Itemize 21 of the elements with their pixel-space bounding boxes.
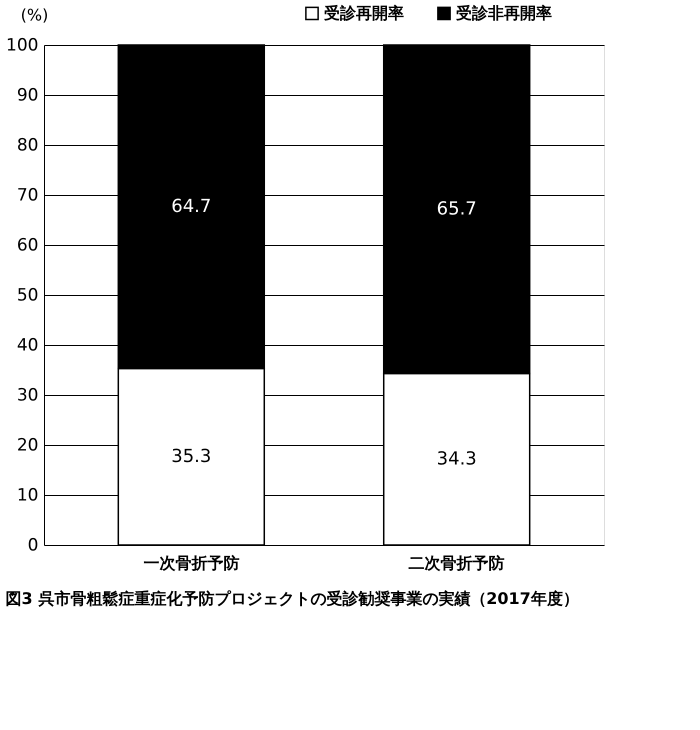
y-tick-label: 20 (16, 436, 38, 456)
y-tick-label: 70 (16, 186, 38, 206)
y-tick-label: 0 (28, 536, 38, 556)
data-label: 35.3 (171, 446, 212, 467)
y-tick-label: 100 (6, 36, 38, 56)
y-tick-label: 10 (16, 486, 38, 506)
data-label: 34.3 (436, 448, 477, 470)
y-tick-label: 60 (16, 236, 38, 256)
y-axis-title: (%) (20, 6, 48, 24)
y-tick-label: 40 (16, 336, 38, 356)
y-tick-label: 50 (16, 286, 38, 306)
data-label: 65.7 (436, 198, 477, 220)
x-tick-label: 二次骨折予防 (408, 554, 505, 572)
legend-label: 受診非再開率 (455, 3, 552, 22)
legend-label: 受診再開率 (323, 3, 404, 22)
text: 図3 呉市骨粗鬆症重症化予防プロジェクトの受診勧奨事業の実績（2017年度） (6, 589, 579, 608)
y-tick-label: 90 (16, 86, 38, 106)
y-tick-label: 30 (16, 386, 38, 406)
x-tick-label: 一次骨折予防 (143, 554, 240, 572)
y-tick-label: 80 (16, 136, 38, 156)
data-label: 64.7 (171, 196, 212, 217)
